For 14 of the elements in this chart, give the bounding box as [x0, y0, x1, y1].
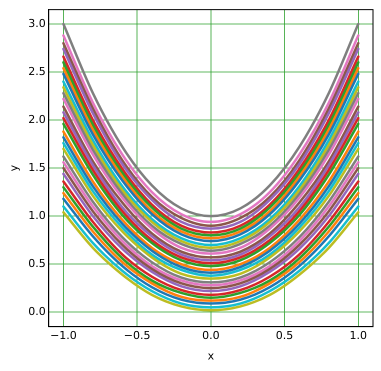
y-tick-label: 0.0 [28, 305, 46, 318]
y-tick-label: 2.5 [28, 64, 46, 78]
x-tick-label: −0.5 [124, 329, 150, 342]
y-tick-label: 1.0 [28, 208, 46, 222]
y-tick-label: 2.0 [28, 112, 46, 126]
x-tick-label: 0.0 [202, 329, 220, 342]
x-tick-label: −1.0 [50, 329, 77, 342]
x-axis-title: x [208, 349, 215, 362]
y-tick-label: 3.0 [28, 16, 46, 30]
y-axis-title: y [7, 164, 20, 172]
x-tick-label: 0.5 [276, 329, 294, 342]
x-tick-label: 1.0 [350, 329, 368, 342]
y-tick-label: 1.5 [28, 160, 46, 174]
y-tick-label: 0.5 [28, 257, 46, 270]
